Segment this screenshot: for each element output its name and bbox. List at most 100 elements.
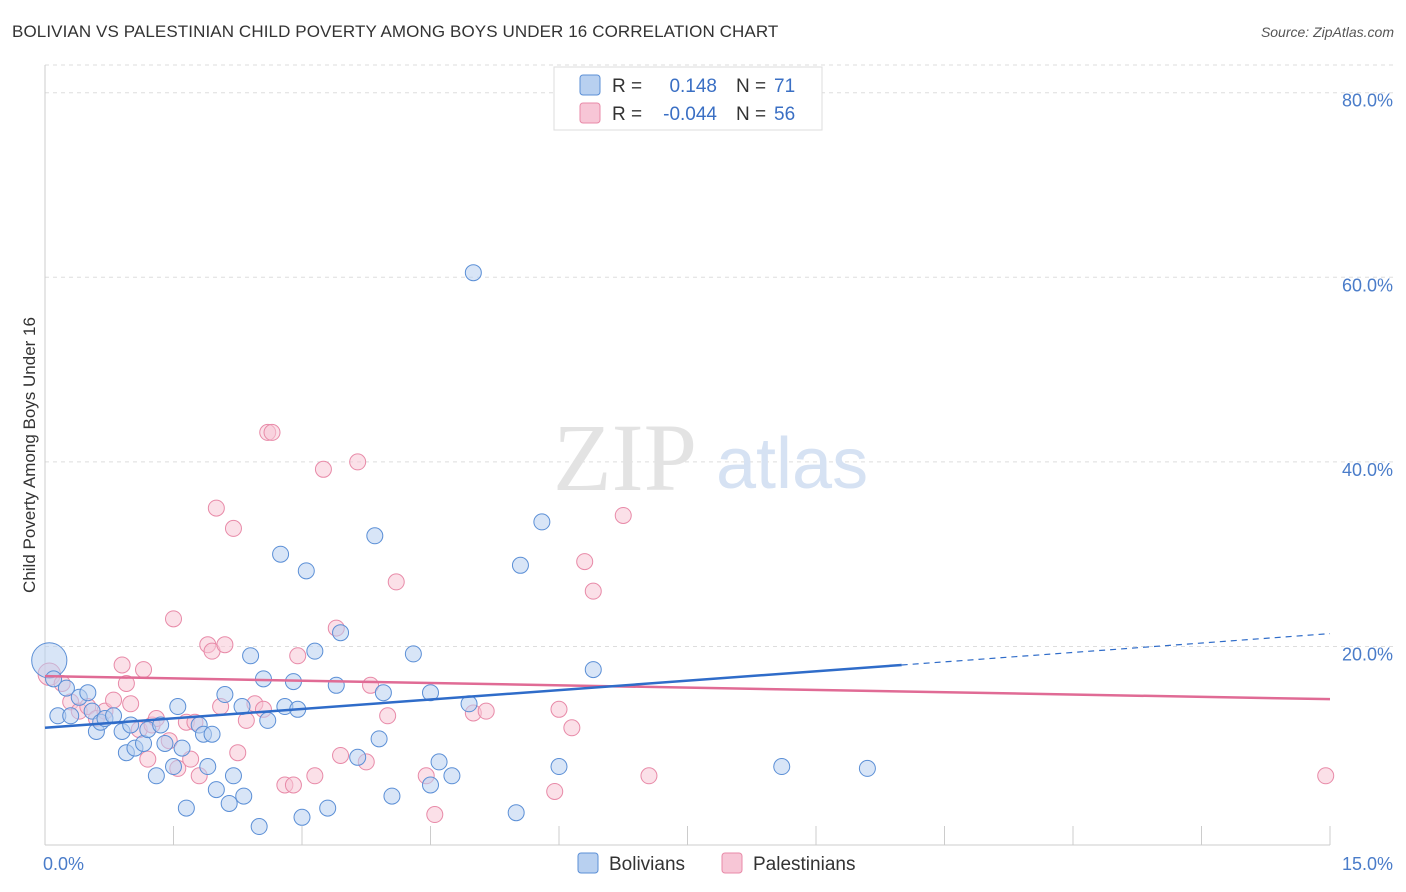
gridlines <box>45 64 1395 648</box>
legend-n-label-2: N = <box>736 104 766 125</box>
bolivian-point <box>858 759 876 777</box>
palestinians-trend-line <box>44 674 1331 701</box>
bolivians-points <box>31 264 876 836</box>
bolivian-point <box>293 808 311 826</box>
palestinian-point <box>165 610 182 628</box>
watermark: ZIP atlas <box>553 404 868 511</box>
palestinian-point <box>207 499 225 517</box>
legend-r-value-1: 0.148 <box>669 76 717 97</box>
y-axis-label: Child Poverty Among Boys Under 16 <box>20 317 39 593</box>
watermark-atlas: atlas <box>716 424 868 504</box>
bolivian-point <box>147 767 165 785</box>
legend-r-label-1: R = <box>612 76 642 97</box>
bolivian-point <box>366 527 384 545</box>
palestinian-point <box>563 719 581 737</box>
bolivian-point <box>199 758 217 776</box>
bolivian-point <box>584 661 602 679</box>
bolivian-point <box>773 758 791 776</box>
source-label: Source: ZipAtlas.com <box>1260 24 1394 40</box>
legend-n-value-2: 56 <box>774 104 795 125</box>
palestinian-point <box>216 636 234 654</box>
bolivian-point <box>165 758 182 776</box>
bolivian-point <box>404 645 422 663</box>
legend-swatch-bolivians <box>579 74 601 96</box>
palestinian-point <box>113 656 131 674</box>
legend-r-label-2: R = <box>612 104 642 125</box>
palestinian-point <box>289 647 307 665</box>
palestinian-point <box>229 744 247 762</box>
bolivian-point <box>306 642 324 660</box>
palestinian-point <box>139 750 157 768</box>
series-legend: Bolivians Palestinians <box>577 852 855 875</box>
correlation-legend: R = 0.148 N = 71 R = -0.044 N = 56 <box>553 66 823 131</box>
bottom-legend-label-palestinians: Palestinians <box>753 854 855 875</box>
palestinian-point <box>584 582 602 600</box>
bolivian-point <box>533 513 551 531</box>
bolivian-point <box>62 707 80 725</box>
bolivian-point <box>383 787 401 805</box>
y-tick-label: 80.0% <box>1342 91 1393 111</box>
palestinian-point <box>614 506 632 524</box>
palestinian-point <box>379 707 397 725</box>
bolivian-point <box>550 758 568 776</box>
axes <box>44 65 1331 846</box>
bolivian-point <box>173 739 191 757</box>
bolivian-point <box>327 676 345 694</box>
trend-lines <box>44 633 1331 730</box>
bolivian-point <box>374 684 392 702</box>
bolivian-point <box>220 794 238 812</box>
bolivian-point <box>259 711 277 729</box>
bolivian-point <box>507 804 525 822</box>
bolivian-point <box>79 684 97 702</box>
x-tick-label: 15.0% <box>1342 854 1393 874</box>
palestinian-point <box>349 453 367 471</box>
palestinian-point <box>546 782 564 800</box>
tick-labels: 20.0% 40.0% 60.0% 80.0% 0.0% 15.0% <box>43 91 1393 874</box>
palestinian-point <box>477 702 495 720</box>
bolivian-point <box>152 716 170 734</box>
bolivian-point <box>224 767 242 785</box>
watermark-zip: ZIP <box>553 404 697 511</box>
bolivian-point <box>169 698 187 716</box>
palestinian-point <box>576 553 594 571</box>
bottom-legend-swatch-palestinians <box>721 852 743 874</box>
legend-n-label-1: N = <box>736 76 766 97</box>
legend-swatch-palestinians <box>579 102 601 124</box>
palestinian-point <box>117 674 135 692</box>
bolivian-point <box>216 686 234 704</box>
legend-r-value-2: -0.044 <box>663 104 717 125</box>
bolivian-point <box>250 818 268 836</box>
bolivian-point <box>319 799 337 817</box>
palestinian-point <box>550 700 568 718</box>
bolivian-point <box>203 725 221 743</box>
palestinian-point <box>224 519 242 537</box>
bolivian-point <box>422 776 439 794</box>
bolivians-trend-extension <box>901 633 1331 666</box>
bolivians-trend-line <box>44 663 902 730</box>
bolivian-point <box>207 781 225 799</box>
x-tick-label: 0.0% <box>43 854 84 874</box>
palestinian-point <box>640 767 658 785</box>
bolivian-point <box>443 767 461 785</box>
y-tick-label: 20.0% <box>1342 645 1393 665</box>
bolivian-point <box>45 670 63 688</box>
bolivian-point <box>272 545 290 563</box>
bolivian-point <box>122 716 140 734</box>
y-tick-label: 40.0% <box>1342 460 1393 480</box>
bottom-legend-swatch-bolivians <box>577 852 599 874</box>
bolivian-point <box>177 799 195 817</box>
palestinian-point <box>284 776 302 794</box>
palestinian-point <box>122 695 140 713</box>
palestinian-point <box>387 573 405 591</box>
bolivian-point <box>297 562 315 580</box>
bolivian-point <box>235 787 253 805</box>
palestinian-point <box>1317 767 1335 785</box>
palestinian-point <box>332 746 350 764</box>
bolivian-point <box>242 647 260 665</box>
legend-n-value-1: 71 <box>774 76 795 97</box>
bolivian-point <box>349 748 367 766</box>
palestinian-point <box>105 691 123 709</box>
bolivian-point <box>332 624 350 642</box>
bolivian-point <box>511 556 529 574</box>
